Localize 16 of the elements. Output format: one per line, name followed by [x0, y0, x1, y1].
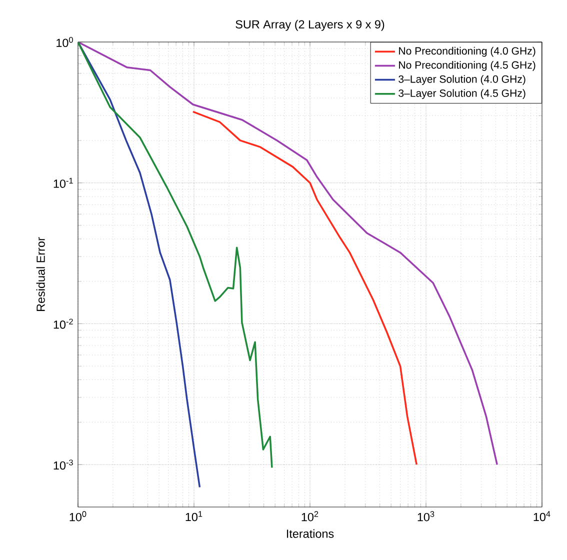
x-tick-label: 10$^{4}$ [534, 511, 550, 522]
x-tick-label: 10$^{2}$ [302, 511, 318, 522]
y-tick-label: 10$^{0}$ [56, 36, 73, 48]
legend-label: 3–Layer Solution (4.0 GHz) [398, 75, 526, 85]
y-tick-label: 10$^{-2}$ [54, 318, 73, 329]
x-tick-label: 10$^{0}$ [70, 511, 86, 522]
y-tick-label: 10$^{-3}$ [54, 460, 73, 470]
legend-label: No Preconditioning (4.5 GHz) [399, 60, 536, 71]
x-tick-label: 10$^{1}$ [186, 511, 202, 522]
x-tick-label: 10$^{3}$ [418, 511, 434, 522]
y-tick-label: 10$^{-1}$ [54, 178, 73, 188]
legend-label: 3–Layer Solution (4.5 GHz) [398, 89, 526, 99]
y-axis-title: Residual Error [36, 237, 45, 311]
legend-label: No Preconditioning (4.0 GHz) [399, 46, 536, 57]
chart-title: SUR Array (2 Layers x 9 x 9) [236, 20, 384, 31]
x-axis-title: Iterations [286, 529, 334, 538]
